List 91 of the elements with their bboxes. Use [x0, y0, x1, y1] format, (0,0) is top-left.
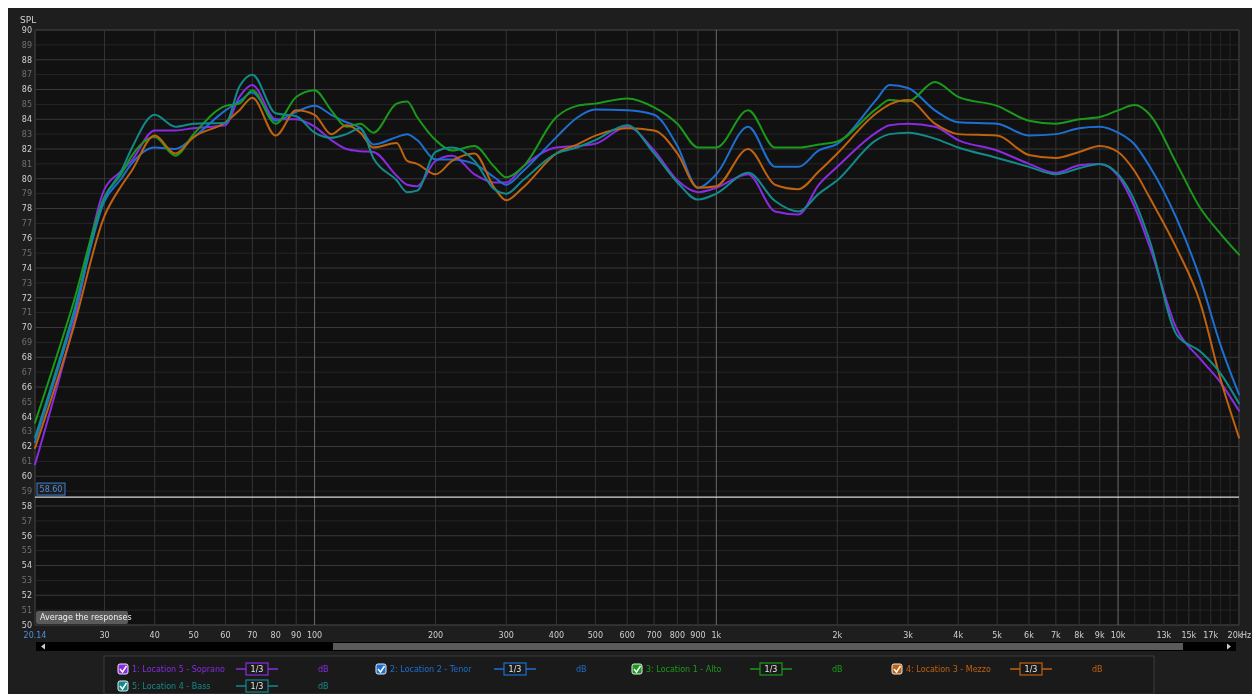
x-tick-label: 90 — [291, 631, 302, 640]
y-tick-label: 72 — [21, 293, 32, 303]
x-tick-label: 700 — [646, 631, 662, 640]
y-axis-title: SPL — [20, 15, 37, 25]
y-tick-label: 53 — [21, 576, 32, 586]
y-tick-label: 69 — [21, 338, 32, 348]
x-tick-label: 900 — [690, 631, 706, 640]
y-tick-label: 84 — [21, 115, 32, 125]
y-tick-label: 88 — [21, 55, 32, 65]
x-tick-label: 5k — [992, 631, 1003, 640]
y-tick-label: 60 — [21, 472, 32, 482]
x-tick-label: 13k — [1156, 631, 1172, 640]
x-tick-label: 17k — [1203, 631, 1219, 640]
y-tick-label: 79 — [21, 189, 32, 199]
x-tick-label: 1k — [711, 631, 722, 640]
x-tick-label: 20.14 — [23, 631, 47, 640]
x-tick-label: 800 — [669, 631, 686, 640]
y-tick-label: 51 — [21, 605, 32, 615]
x-tick-label: 15k — [1181, 631, 1197, 640]
y-tick-label: 81 — [21, 159, 32, 169]
text: 1/3 — [250, 664, 264, 674]
y-tick-label: 71 — [21, 308, 32, 318]
y-tick-label: 90 — [21, 25, 32, 35]
y-tick-label: 89 — [21, 40, 32, 50]
y-tick-label: 76 — [21, 234, 32, 244]
x-tick-label: 40 — [149, 631, 160, 640]
legend-label: 5: Location 4 - Bass — [132, 681, 211, 691]
y-tick-label: 56 — [21, 531, 32, 541]
y-tick-label: 66 — [21, 382, 32, 392]
x-tick-label: 20k — [1227, 631, 1243, 640]
text: 1/3 — [764, 664, 778, 674]
x-tick-label: 600 — [619, 631, 635, 640]
y-tick-label: 55 — [21, 546, 32, 556]
y-tick-label: 78 — [21, 204, 32, 214]
x-tick-label: 8k — [1074, 631, 1085, 640]
y-tick-label: 68 — [21, 353, 32, 363]
y-tick-label: 83 — [21, 129, 32, 139]
y-tick-label: 73 — [21, 278, 32, 288]
x-tick-label: 4k — [953, 631, 964, 640]
y-tick-label: 86 — [21, 85, 32, 95]
x-tick-label: 10k — [1110, 631, 1126, 640]
y-tick-label: 62 — [21, 442, 32, 452]
x-tick-label: 6k — [1024, 631, 1035, 640]
y-tick-label: 74 — [21, 263, 32, 273]
text: 1/3 — [1024, 664, 1038, 674]
y-tick-label: 59 — [21, 486, 32, 496]
y-tick-label: 58 — [21, 501, 32, 511]
x-tick-label: 80 — [270, 631, 281, 640]
x-tick-label: 7k — [1050, 631, 1062, 640]
legend-label: 1: Location 5 - Soprano — [132, 664, 226, 674]
x-tick-label: 2k — [832, 631, 843, 640]
y-tick-label: 50 — [21, 620, 32, 630]
y-tick-label: 63 — [21, 427, 32, 437]
y-tick-label: 70 — [21, 323, 32, 333]
ref-line-label: 58.60 — [39, 484, 63, 494]
x-tick-label: 500 — [587, 631, 604, 640]
legend-label: 2: Location 2 - Tenor — [390, 664, 473, 674]
x-tick-label: 200 — [427, 631, 444, 640]
y-tick-label: 85 — [21, 100, 32, 110]
legend-label: 4: Location 3 - Mezzo — [906, 664, 991, 674]
y-tick-label: 77 — [21, 219, 32, 229]
y-tick-label: 82 — [21, 144, 32, 154]
y-tick-label: 52 — [21, 591, 32, 601]
y-tick-label: 80 — [21, 174, 32, 184]
x-axis-title: Hz — [1241, 631, 1252, 640]
text: dB — [576, 664, 587, 674]
x-tick-label: 3k — [903, 631, 914, 640]
x-tick-label: 70 — [247, 631, 258, 640]
y-tick-label: 75 — [21, 248, 32, 258]
y-tick-label: 54 — [21, 561, 32, 571]
x-tick-label: 50 — [188, 631, 199, 640]
x-tick-label: 30 — [99, 631, 110, 640]
y-tick-label: 67 — [21, 367, 32, 377]
legend-label: 3: Location 1 - Alto — [646, 664, 722, 674]
x-tick-label: 100 — [306, 631, 323, 640]
x-tick-label: 60 — [220, 631, 231, 640]
text: dB — [318, 664, 329, 674]
y-tick-label: 87 — [21, 70, 32, 80]
x-tick-label: 400 — [548, 631, 565, 640]
text: dB — [832, 664, 843, 674]
y-tick-label: 57 — [21, 516, 32, 526]
y-tick-label: 65 — [21, 397, 32, 407]
annotation: Average the responses — [40, 613, 132, 623]
text: 1/3 — [508, 664, 522, 674]
x-tick-label: 300 — [498, 631, 514, 640]
x-tick-label: 9k — [1094, 631, 1105, 640]
text: dB — [1092, 664, 1103, 674]
y-tick-label: 64 — [21, 412, 32, 422]
text: dB — [318, 681, 329, 691]
text: 1/3 — [250, 681, 264, 691]
y-tick-label: 61 — [21, 457, 32, 467]
